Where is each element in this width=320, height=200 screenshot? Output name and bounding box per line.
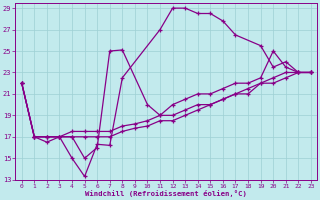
X-axis label: Windchill (Refroidissement éolien,°C): Windchill (Refroidissement éolien,°C): [85, 190, 247, 197]
